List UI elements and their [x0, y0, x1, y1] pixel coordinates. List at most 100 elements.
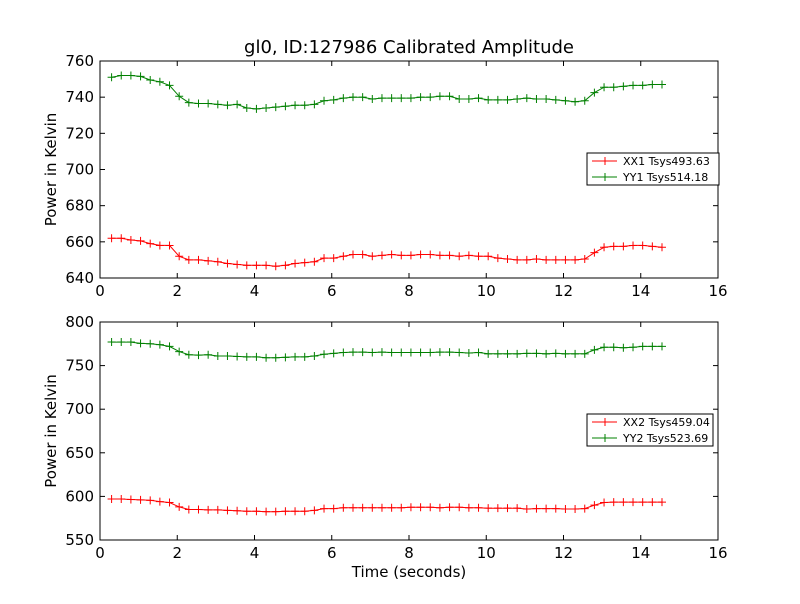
data-point	[204, 99, 213, 108]
data-point	[580, 504, 589, 513]
data-point	[426, 93, 435, 102]
data-point	[377, 251, 386, 260]
data-point	[329, 349, 338, 358]
data-point	[619, 343, 628, 352]
x-tick-label: 8	[404, 282, 414, 300]
data-point	[146, 339, 155, 348]
data-point	[619, 82, 628, 91]
data-point	[155, 497, 164, 506]
data-point	[590, 248, 599, 257]
data-point	[551, 255, 560, 264]
data-point	[358, 348, 367, 357]
x-tick-label: 0	[95, 544, 105, 562]
data-point	[629, 343, 638, 352]
data-point	[233, 100, 242, 109]
x-tick-label: 2	[172, 282, 182, 300]
data-point	[310, 506, 319, 515]
y-tick-label: 550	[65, 531, 94, 549]
data-point	[590, 501, 599, 510]
data-point	[165, 498, 174, 507]
legend-marker	[601, 418, 609, 426]
data-point	[117, 338, 126, 347]
data-point	[117, 71, 126, 80]
data-point	[329, 254, 338, 263]
data-point	[580, 255, 589, 264]
data-point	[532, 504, 541, 513]
data-point	[213, 100, 222, 109]
data-point	[223, 259, 232, 268]
data-point	[513, 349, 522, 358]
data-point	[329, 504, 338, 513]
data-point	[281, 353, 290, 362]
data-point	[387, 348, 396, 357]
data-point	[339, 348, 348, 357]
data-point	[262, 261, 271, 270]
data-point	[175, 252, 184, 261]
chart-panel-2: 0 2 4 6 8 10 12 14 16 550 600 650 700 750 800 Power in …	[42, 313, 728, 581]
data-point	[204, 256, 213, 265]
data-point	[175, 92, 184, 101]
data-point	[291, 101, 300, 110]
data-point	[107, 338, 116, 347]
data-point	[348, 250, 357, 259]
data-point	[455, 348, 464, 357]
data-point	[416, 250, 425, 259]
data-point	[426, 348, 435, 357]
data-point	[339, 252, 348, 261]
data-point	[300, 258, 309, 267]
data-point	[291, 259, 300, 268]
data-point	[155, 77, 164, 86]
data-point	[242, 507, 251, 516]
data-point	[445, 251, 454, 260]
data-point	[484, 95, 493, 104]
x-tick-label: 4	[250, 282, 260, 300]
data-point	[648, 242, 657, 251]
data-point	[358, 93, 367, 102]
data-point	[638, 498, 647, 507]
data-point	[291, 352, 300, 361]
data-point	[320, 96, 329, 105]
data-point	[513, 255, 522, 264]
data-point	[406, 348, 415, 357]
data-point	[213, 257, 222, 266]
data-point	[484, 349, 493, 358]
data-point	[107, 73, 116, 82]
data-point	[609, 242, 618, 251]
x-tick-label: 2	[172, 544, 182, 562]
x-tick-label: 4	[250, 544, 260, 562]
data-point	[464, 251, 473, 260]
data-point	[435, 348, 444, 357]
data-point	[136, 495, 145, 504]
data-point	[348, 348, 357, 357]
data-point	[406, 251, 415, 260]
data-point	[493, 254, 502, 263]
data-point	[146, 239, 155, 248]
data-point	[484, 252, 493, 261]
data-point	[126, 495, 135, 504]
data-point	[542, 349, 551, 358]
legend-marker	[601, 173, 609, 181]
data-point	[561, 505, 570, 514]
data-point	[387, 94, 396, 103]
data-point	[551, 349, 560, 358]
data-point	[648, 498, 657, 507]
data-point	[397, 503, 406, 512]
data-point	[165, 241, 174, 250]
data-point	[117, 495, 126, 504]
data-point	[107, 234, 116, 243]
data-point	[580, 96, 589, 105]
data-point	[648, 80, 657, 89]
legend-box	[586, 413, 714, 447]
data-point	[542, 504, 551, 513]
y-tick-label: 760	[65, 52, 94, 70]
x-tick-label: 6	[327, 544, 337, 562]
x-tick-label: 12	[554, 282, 573, 300]
data-point	[194, 351, 203, 360]
data-point	[561, 96, 570, 105]
data-point	[126, 236, 135, 245]
data-point	[464, 94, 473, 103]
data-point	[503, 504, 512, 513]
data-point	[455, 503, 464, 512]
data-point	[146, 496, 155, 505]
